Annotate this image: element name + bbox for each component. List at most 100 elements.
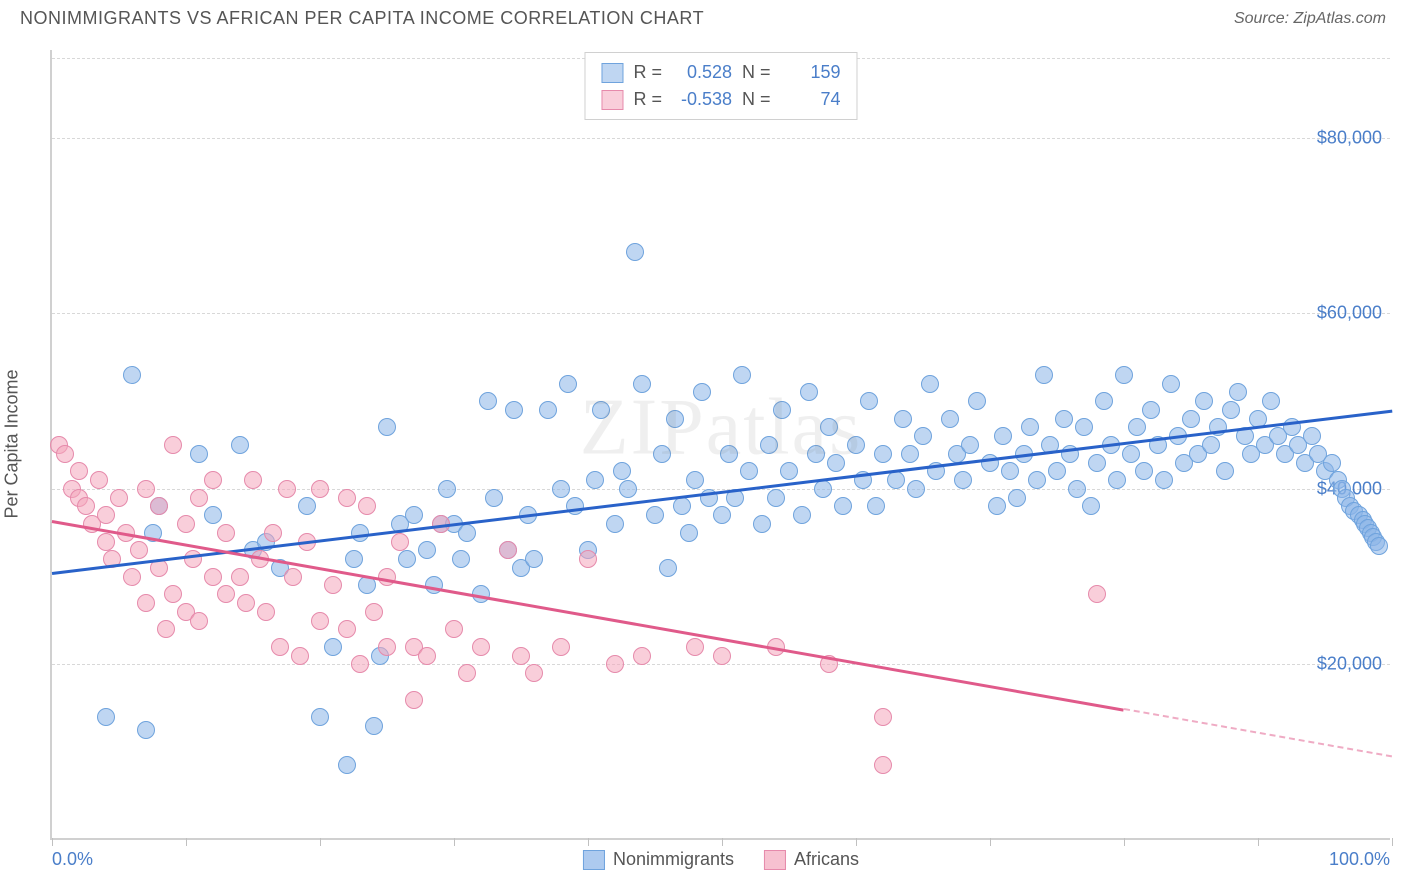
x-tick [320,838,321,846]
data-point-nonimmigrants [1028,471,1046,489]
data-point-nonimmigrants [525,550,543,568]
data-point-nonimmigrants [1035,366,1053,384]
data-point-africans [324,576,342,594]
x-tick-label: 100.0% [1329,849,1390,870]
legend-r-value: 0.528 [672,59,732,86]
data-point-africans [90,471,108,489]
chart-area: Per Capita Income ZIPatlas R = 0.528 N =… [50,50,1390,840]
data-point-nonimmigrants [753,515,771,533]
data-point-nonimmigrants [847,436,865,454]
data-point-africans [365,603,383,621]
data-point-nonimmigrants [479,392,497,410]
legend-n-label: N = [742,86,771,113]
data-point-africans [97,533,115,551]
chart-title: NONIMMIGRANTS VS AFRICAN PER CAPITA INCO… [20,8,704,29]
data-point-africans [137,480,155,498]
data-point-nonimmigrants [1323,454,1341,472]
data-point-nonimmigrants [693,383,711,401]
data-point-africans [157,620,175,638]
data-point-nonimmigrants [552,480,570,498]
x-tick [1258,838,1259,846]
data-point-africans [338,620,356,638]
data-point-nonimmigrants [619,480,637,498]
data-point-africans [458,664,476,682]
legend-n-value: 74 [781,86,841,113]
data-point-africans [552,638,570,656]
legend-n-label: N = [742,59,771,86]
swatch-icon [764,850,786,870]
data-point-africans [97,506,115,524]
x-tick [990,838,991,846]
legend-r-value: -0.538 [672,86,732,113]
x-tick [52,838,53,846]
data-point-nonimmigrants [204,506,222,524]
data-point-nonimmigrants [1195,392,1213,410]
data-point-nonimmigrants [914,427,932,445]
data-point-nonimmigrants [981,454,999,472]
data-point-nonimmigrants [633,375,651,393]
data-point-africans [204,471,222,489]
data-point-nonimmigrants [760,436,778,454]
data-point-africans [311,480,329,498]
data-point-nonimmigrants [231,436,249,454]
data-point-nonimmigrants [1182,410,1200,428]
data-point-nonimmigrants [97,708,115,726]
data-point-africans [164,436,182,454]
data-point-africans [278,480,296,498]
data-point-nonimmigrants [1303,427,1321,445]
data-point-nonimmigrants [988,497,1006,515]
data-point-nonimmigrants [1095,392,1113,410]
data-point-nonimmigrants [1155,471,1173,489]
data-point-africans [130,541,148,559]
data-point-nonimmigrants [123,366,141,384]
data-point-nonimmigrants [137,721,155,739]
data-point-nonimmigrants [1088,454,1106,472]
data-point-nonimmigrants [874,445,892,463]
data-point-africans [190,489,208,507]
data-point-nonimmigrants [827,454,845,472]
data-point-nonimmigrants [485,489,503,507]
plot-region: Per Capita Income ZIPatlas R = 0.528 N =… [50,50,1390,840]
trend-line [52,410,1392,575]
data-point-nonimmigrants [398,550,416,568]
data-point-nonimmigrants [1162,375,1180,393]
swatch-icon [583,850,605,870]
legend-n-value: 159 [781,59,841,86]
data-point-nonimmigrants [338,756,356,774]
data-point-nonimmigrants [954,471,972,489]
data-point-nonimmigrants [720,445,738,463]
data-point-nonimmigrants [814,480,832,498]
data-point-africans [358,497,376,515]
data-point-nonimmigrants [311,708,329,726]
data-point-africans [686,638,704,656]
data-point-africans [177,515,195,533]
data-point-nonimmigrants [1122,445,1140,463]
data-point-nonimmigrants [1135,462,1153,480]
data-point-nonimmigrants [378,418,396,436]
data-point-nonimmigrants [1216,462,1234,480]
legend-item-nonimmigrants: Nonimmigrants [583,849,734,870]
data-point-nonimmigrants [968,392,986,410]
data-point-africans [164,585,182,603]
x-tick-label: 0.0% [52,849,93,870]
data-point-nonimmigrants [592,401,610,419]
legend-label: Nonimmigrants [613,849,734,870]
data-point-nonimmigrants [613,462,631,480]
data-point-nonimmigrants [1008,489,1026,507]
legend-r-label: R = [633,86,662,113]
x-tick [722,838,723,846]
swatch-icon [601,63,623,83]
data-point-nonimmigrants [1370,537,1388,555]
data-point-nonimmigrants [673,497,691,515]
data-point-nonimmigrants [1001,462,1019,480]
data-point-nonimmigrants [1128,418,1146,436]
data-point-africans [184,550,202,568]
legend-row-nonimmigrants: R = 0.528 N = 159 [601,59,840,86]
data-point-africans [338,489,356,507]
data-point-africans [110,489,128,507]
legend-row-africans: R = -0.538 N = 74 [601,86,840,113]
data-point-nonimmigrants [418,541,436,559]
data-point-nonimmigrants [539,401,557,419]
data-point-africans [123,568,141,586]
data-point-nonimmigrants [666,410,684,428]
